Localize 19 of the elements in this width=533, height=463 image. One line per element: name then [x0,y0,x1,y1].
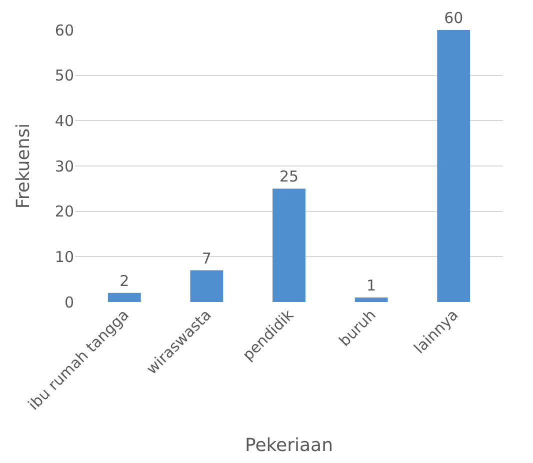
y-tick-label: 40 [54,112,74,130]
bar [354,297,388,302]
bar [108,292,141,302]
data-label: 60 [444,9,464,27]
y-tick-label: 30 [54,157,74,176]
data-label: 7 [202,249,212,268]
y-tick-label: 60 [54,21,74,40]
y-tick-label: 20 [54,202,74,221]
bar [272,188,306,302]
x-axis-title: Pekeriaan [244,434,334,456]
y-tick-label: 10 [54,248,74,266]
bar [437,30,470,302]
bar [190,270,224,302]
data-label: 25 [279,168,299,186]
y-tick-label: 50 [54,66,74,85]
y-tick-label: 0 [64,293,74,312]
data-label: 1 [366,276,376,294]
data-label: 2 [120,272,130,290]
y-axis-title: Frekuensi [13,123,34,209]
